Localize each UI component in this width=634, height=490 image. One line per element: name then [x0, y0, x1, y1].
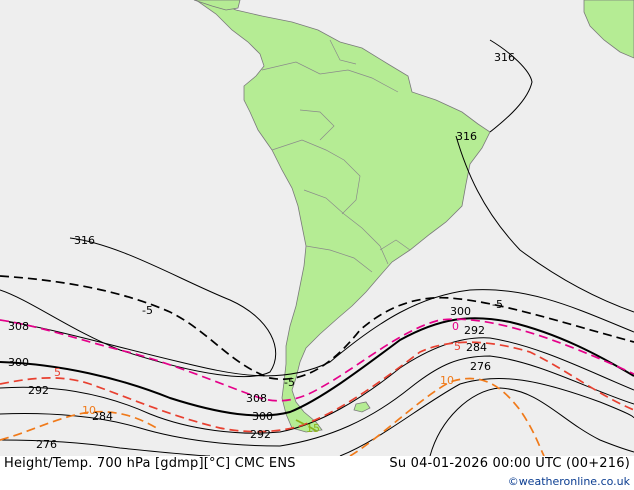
- label-300-east: 300: [450, 305, 471, 318]
- label-300-south: 300: [252, 410, 273, 423]
- contour-292-main: [0, 337, 634, 434]
- label-15-south: 15: [306, 422, 320, 435]
- label-276-east: 276: [470, 360, 491, 373]
- temperature-contours: [0, 275, 634, 456]
- credit-link[interactable]: ©weatheronline.co.uk: [507, 475, 630, 488]
- label-308-west: 308: [8, 320, 29, 333]
- label-316-ne-1: 316: [494, 51, 515, 64]
- label-276-west: 276: [36, 438, 57, 451]
- label-0-east: 0: [452, 320, 459, 333]
- label-292-south: 292: [250, 428, 271, 441]
- label-284-east: 284: [466, 341, 487, 354]
- africa-landmass: [583, 0, 634, 59]
- country-borders: [261, 39, 411, 273]
- label-300-west: 300: [8, 356, 29, 369]
- contour-316-coast: [455, 135, 634, 313]
- label-308-south: 308: [246, 392, 267, 405]
- contour-316-ne: [489, 39, 533, 133]
- height-contours: [0, 39, 634, 456]
- label-5-west: 5: [54, 366, 61, 379]
- isotherm-minus5: [0, 275, 634, 380]
- isotherm-15: [295, 419, 319, 433]
- map-footer: Height/Temp. 700 hPa [gdmp][°C] CMC ENS …: [0, 456, 634, 490]
- isotherm-0: [0, 318, 634, 402]
- label-10-east: 10: [440, 374, 454, 387]
- label-minus5-south: -5: [284, 376, 295, 389]
- label-5-east: 5: [454, 340, 461, 353]
- south-america-landmass: [195, 0, 491, 433]
- contour-308-west: [0, 289, 634, 377]
- contour-284-main: [0, 355, 634, 447]
- contour-labels: 316 316 316 308 300 292 284 276 308 300 …: [8, 51, 515, 451]
- label-minus5-east: -5: [492, 298, 503, 311]
- label-316-ne-2: 316: [456, 130, 477, 143]
- label-292-east: 292: [464, 324, 485, 337]
- falkland-islands: [353, 401, 371, 413]
- label-284-west: 284: [92, 410, 113, 423]
- map-canvas: 316 316 316 308 300 292 284 276 308 300 …: [0, 0, 634, 456]
- contour-276-main: [0, 377, 634, 456]
- map-title: Height/Temp. 700 hPa [gdmp][°C] CMC ENS: [4, 456, 296, 471]
- central-america-landmass: [193, 0, 241, 11]
- label-minus5-west: -5: [142, 304, 153, 317]
- isotherm-10: [0, 377, 545, 456]
- label-292-west: 292: [28, 384, 49, 397]
- contour-316-pacific: [0, 237, 277, 378]
- contour-268-east: [429, 387, 634, 456]
- valid-time: Su 04-01-2026 00:00 UTC (00+216): [389, 456, 630, 471]
- label-10-west: 10: [82, 404, 96, 417]
- contour-300-main: [0, 317, 634, 417]
- label-316-pacific: 316: [74, 234, 95, 247]
- isotherm-5: [0, 341, 634, 433]
